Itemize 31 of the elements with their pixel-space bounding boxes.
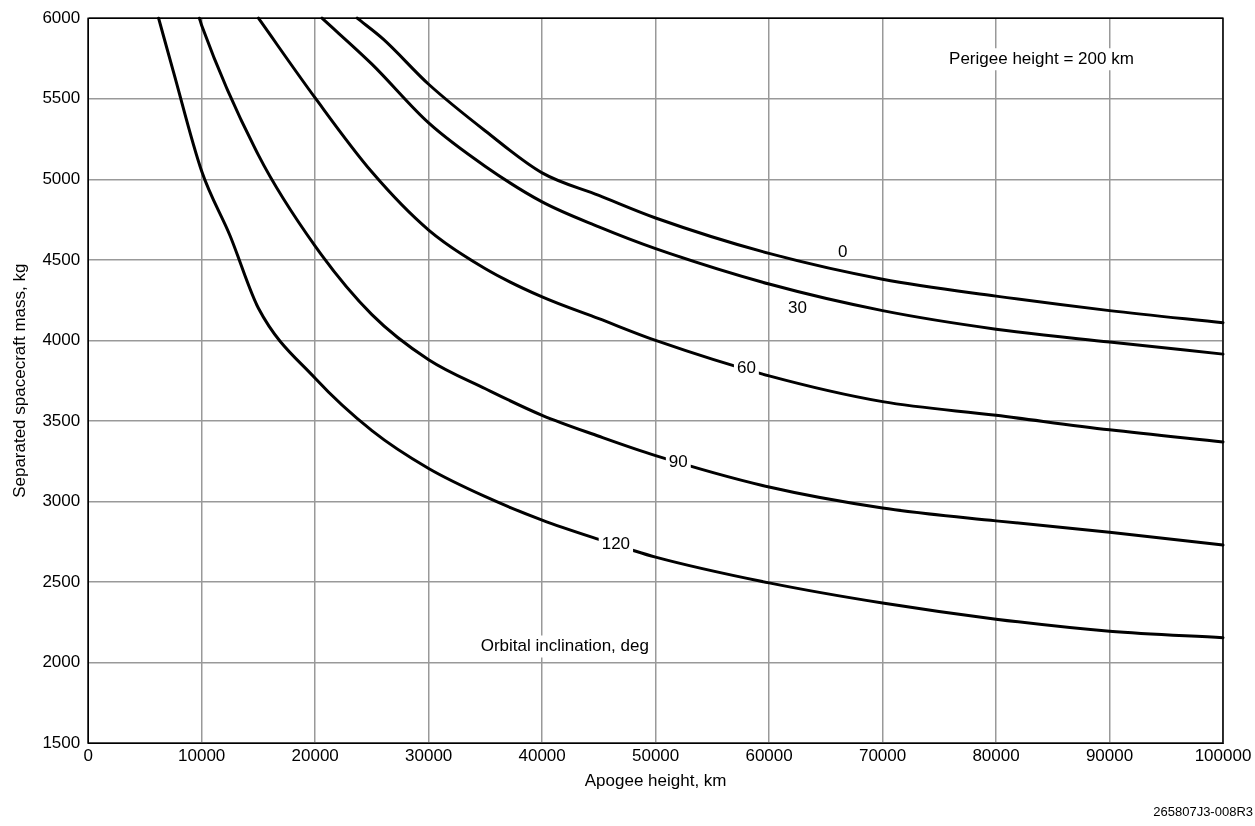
y-tick-label: 2500 (42, 571, 81, 591)
y-tick-label: 6000 (42, 7, 81, 27)
annotation: Perigee height = 200 km (949, 48, 1134, 68)
x-tick-label: 60000 (745, 746, 793, 766)
y-tick-label: 1500 (42, 732, 81, 752)
y-tick-label: 2000 (42, 652, 81, 672)
y-tick-label: 3000 (42, 491, 81, 511)
x-tick-label: 50000 (631, 746, 680, 766)
x-tick-label: 10000 (178, 746, 226, 766)
x-tick-label: 20000 (291, 746, 339, 766)
y-tick-label: 3500 (42, 410, 81, 430)
series-label: 0 (838, 241, 848, 261)
annotation: Orbital inclination, deg (480, 636, 649, 656)
x-tick-label: 70000 (858, 746, 907, 766)
x-tick-label: 40000 (518, 746, 566, 766)
y-tick-label: 4000 (42, 330, 81, 350)
series-label: 120 (601, 534, 631, 554)
series-label: 90 (668, 451, 688, 471)
x-axis-title: Apogee height, km (584, 771, 727, 791)
text: 265807J3-008R3 (1153, 803, 1253, 819)
y-axis-title: Separated spacecraft mass, kg (9, 263, 29, 498)
x-tick-label: 90000 (1085, 746, 1134, 766)
series-label: 30 (788, 298, 807, 318)
series-label: 60 (736, 358, 756, 378)
x-tick-label: 0 (83, 746, 93, 766)
y-tick-label: 5500 (42, 88, 81, 108)
x-tick-label: 100000 (1194, 746, 1252, 766)
y-tick-label: 5000 (42, 169, 81, 188)
x-tick-label: 80000 (972, 746, 1020, 766)
y-tick-label: 4500 (42, 249, 81, 269)
x-tick-label: 30000 (405, 746, 453, 766)
